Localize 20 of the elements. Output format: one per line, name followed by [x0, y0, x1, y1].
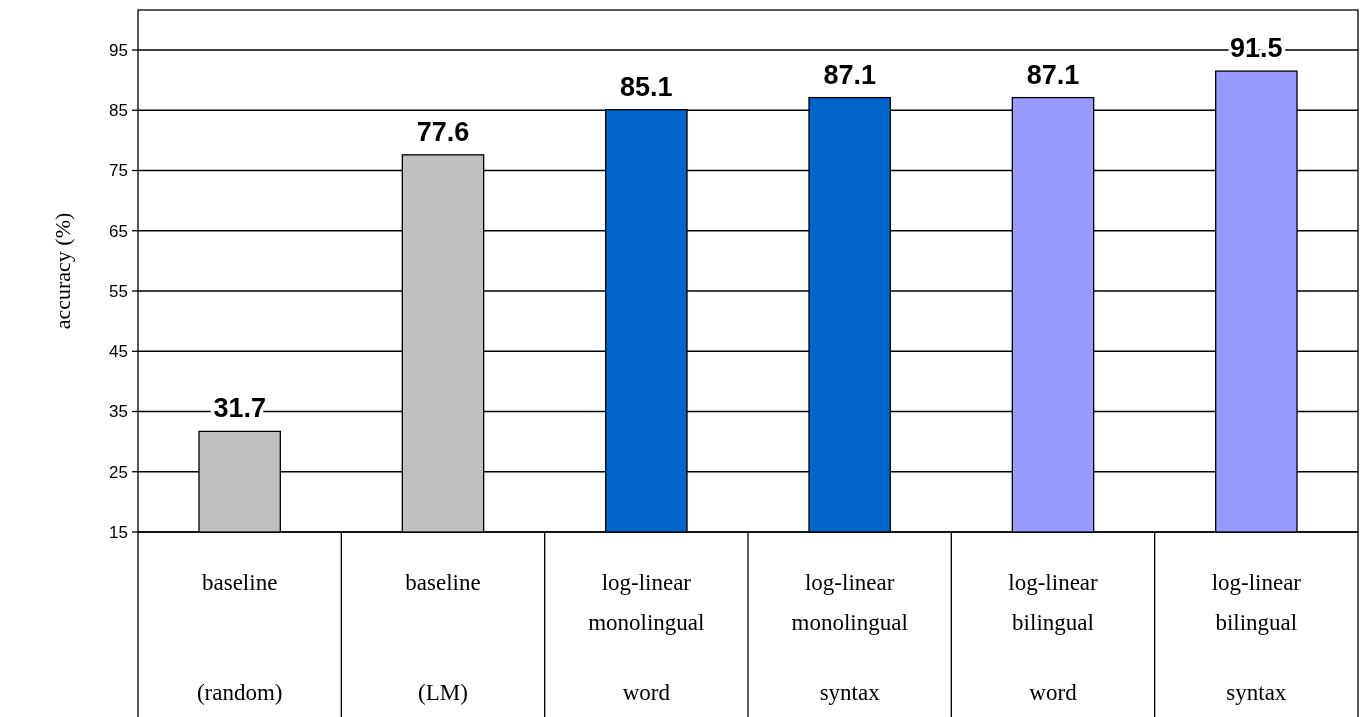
y-tick-label: 35 [109, 402, 128, 422]
y-tick-label: 15 [109, 522, 128, 542]
category-label: log-linear monolingual word [588, 570, 705, 705]
category-label: log-linear bilingual word [1008, 570, 1098, 705]
category-label: baseline (random) [196, 570, 283, 705]
y-tick-label: 45 [109, 342, 128, 362]
category-label: baseline (LM) [405, 570, 481, 705]
y-tick-label: 75 [109, 161, 128, 181]
y-tick-label: 65 [109, 221, 128, 241]
y-tick-label: 95 [109, 40, 128, 60]
y-tick-label: 55 [109, 281, 128, 301]
y-tick-label: 85 [109, 101, 128, 121]
y-axis-title: accuracy (%) [50, 212, 75, 330]
data-label: 87.1 [1026, 59, 1080, 90]
y-tick-label: 25 [109, 462, 128, 482]
data-label: 85.1 [620, 71, 673, 102]
category-label: log-linear monolingual syntax [791, 570, 908, 705]
category-label: log-linear bilingual syntax [1211, 570, 1302, 705]
data-label: 77.6 [416, 116, 470, 147]
data-label: 87.1 [823, 59, 876, 90]
